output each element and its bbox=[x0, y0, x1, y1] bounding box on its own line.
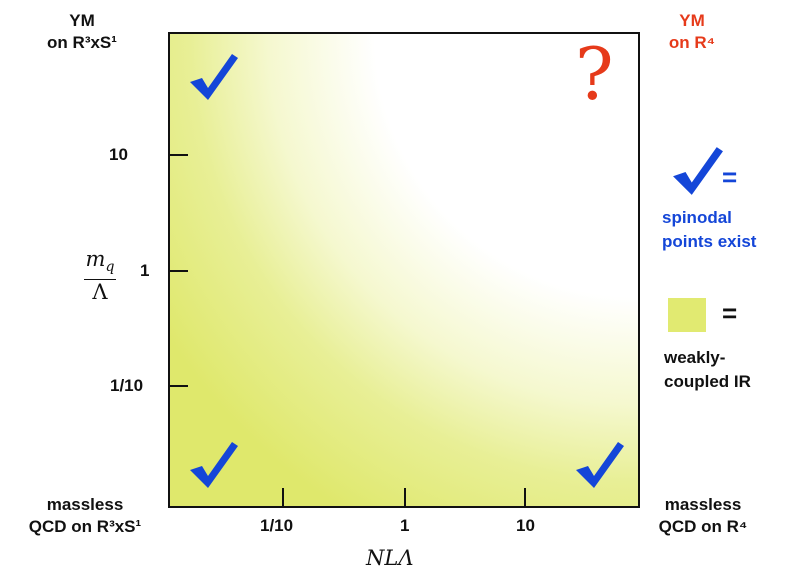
checkmark-icon-top-left bbox=[188, 52, 240, 102]
x-tick-mark-1 bbox=[404, 488, 406, 508]
x-tick-mark-10 bbox=[524, 488, 526, 508]
checkmark-icon-bottom-left bbox=[188, 440, 240, 490]
legend-check-equals: = bbox=[722, 162, 738, 192]
corner-label-bottom-left: massless QCD on R³xS¹ bbox=[28, 495, 142, 536]
y-tick-label-1: 1 bbox=[140, 261, 150, 280]
x-tick-label-10: 10 bbox=[516, 516, 535, 535]
x-axis-label: NLΛ bbox=[366, 546, 414, 570]
y-axis-label: mq Λ bbox=[84, 247, 116, 305]
y-tick-label-10: 10 bbox=[109, 145, 128, 164]
corner-label-bottom-right: massless QCD on R⁴ bbox=[658, 495, 748, 536]
question-mark: ? bbox=[575, 32, 614, 116]
y-tick-mark-10 bbox=[168, 154, 188, 156]
legend-swatch-equals: = bbox=[722, 298, 738, 328]
y-tick-mark-1-10 bbox=[168, 385, 188, 387]
x-tick-label-1-10: 1/10 bbox=[260, 516, 294, 535]
weak-coupling-region bbox=[170, 34, 638, 506]
x-tick-label-1: 1 bbox=[400, 516, 410, 535]
phase-diagram-plot bbox=[168, 32, 640, 508]
y-tick-mark-1 bbox=[168, 270, 188, 272]
legend-swatch-meaning: weakly- coupled IR bbox=[664, 348, 751, 391]
corner-label-top-left: YM on R³xS¹ bbox=[47, 11, 117, 52]
x-tick-mark-1-10 bbox=[282, 488, 284, 508]
legend-weak-coupling-swatch bbox=[668, 298, 706, 332]
corner-label-top-right: YM on R⁴ bbox=[668, 11, 716, 52]
legend-check-meaning: spinodal points exist bbox=[662, 208, 757, 251]
y-tick-label-1-10: 1/10 bbox=[110, 376, 144, 395]
legend-checkmark-icon bbox=[670, 145, 726, 197]
checkmark-icon-bottom-right bbox=[574, 440, 626, 490]
